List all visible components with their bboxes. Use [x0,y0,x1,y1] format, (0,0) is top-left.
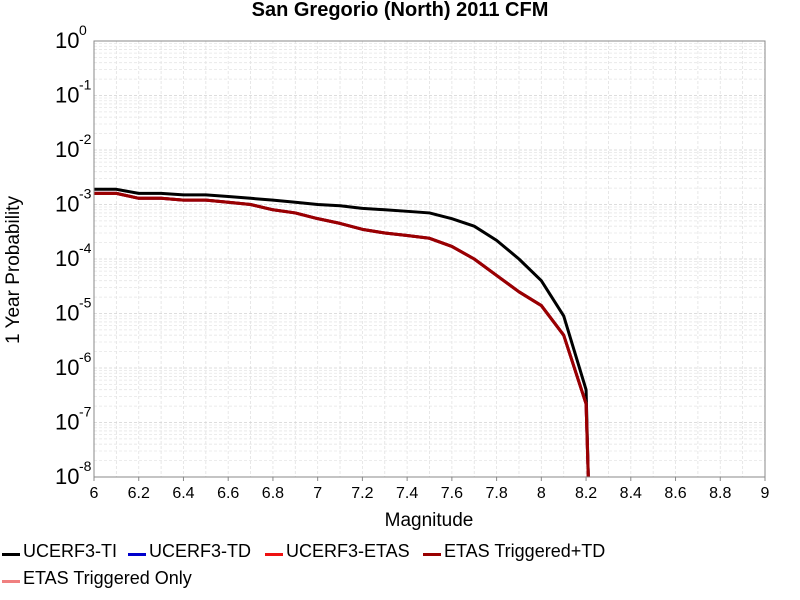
y-axis-label: 1 Year Probability [3,196,24,344]
x-tick-label: 7.4 [396,485,418,502]
y-tick-exponent: -8 [79,458,92,474]
y-tick-exponent: 0 [79,22,87,38]
y-tick-label: 10 -1 [55,77,92,108]
x-tick-label: 7.2 [351,485,373,502]
plot-frame [93,40,766,478]
y-tick-base: 10 [55,301,79,326]
legend-swatch [265,553,283,556]
x-tick-label: 6.4 [172,485,194,502]
y-tick-label: 10 -3 [55,186,92,217]
legend-item: ETAS Triggered Only [2,568,192,589]
series-lines [94,187,590,478]
legend-swatch [128,553,146,556]
legend-label: ETAS Triggered Only [23,568,192,588]
y-tick-base: 10 [55,246,79,271]
x-tick-label: 8.8 [709,485,731,502]
y-tick-base: 10 [55,83,79,108]
y-tick-label: 10 0 [55,22,87,53]
y-tick-base: 10 [55,464,79,489]
x-tick-label: 7.6 [441,485,463,502]
legend-label: UCERF3-TI [23,541,117,561]
y-tick-label: 10 -8 [55,458,92,489]
x-tick-label: 6.6 [217,485,239,502]
x-axis-label: Magnitude [385,510,474,531]
legend-swatch [2,580,20,583]
y-tick-exponent: -2 [79,131,92,147]
y-tick-exponent: -6 [79,349,92,365]
y-tick-base: 10 [55,137,79,162]
legend-swatch [423,553,441,556]
y-tick-label: 10 -5 [55,295,92,326]
x-tick-label: 7 [313,485,322,502]
x-tick-label: 8.2 [575,485,597,502]
x-tick-label: 6.2 [128,485,150,502]
legend-item: ETAS Triggered+TD [423,541,605,562]
x-tick-label: 8.6 [664,485,686,502]
y-tick-base: 10 [55,355,79,380]
legend-item: UCERF3-TD [128,541,251,562]
x-tick-label: 6.8 [262,485,284,502]
legend: UCERF3-TI UCERF3-TD UCERF3-ETAS ETAS Trigge… [0,538,800,600]
x-tick-label: 7.8 [485,485,507,502]
y-tick-label: 10 -6 [55,349,92,380]
chart-title: San Gregorio (North) 2011 CFM [252,0,549,21]
legend-item: UCERF3-ETAS [265,541,410,562]
legend-swatch [2,553,20,556]
x-tick-label: 8 [537,485,546,502]
y-tick-base: 10 [55,28,79,53]
y-tick-exponent: -3 [79,186,92,202]
series-line-etas-triggered-td [94,191,590,478]
y-tick-base: 10 [55,410,79,435]
y-tick-base: 10 [55,192,79,217]
legend-label: ETAS Triggered+TD [444,541,606,561]
x-axis-ticks: 6 6.2 6.4 6.6 6.8 7 7.2 7.4 7.6 7.8 8 8.2 8.4 8.6 8.8 9 [90,477,770,502]
legend-label: UCERF3-TD [149,541,251,561]
grid-lines [93,41,766,478]
legend-item: UCERF3-TI [2,541,117,562]
y-tick-label: 10 -2 [55,131,92,162]
y-tick-label: 10 -4 [55,240,92,271]
x-tick-label: 6 [90,485,99,502]
series-line-ucerf3-ti [94,187,590,478]
legend-label: UCERF3-ETAS [286,541,410,561]
y-tick-exponent: -1 [79,77,92,93]
y-tick-exponent: -4 [79,240,92,256]
y-tick-exponent: -5 [79,295,92,311]
x-tick-label: 8.4 [620,485,642,502]
y-tick-label: 10 -7 [55,404,92,435]
x-tick-label: 9 [761,485,770,502]
y-tick-exponent: -7 [79,404,92,420]
